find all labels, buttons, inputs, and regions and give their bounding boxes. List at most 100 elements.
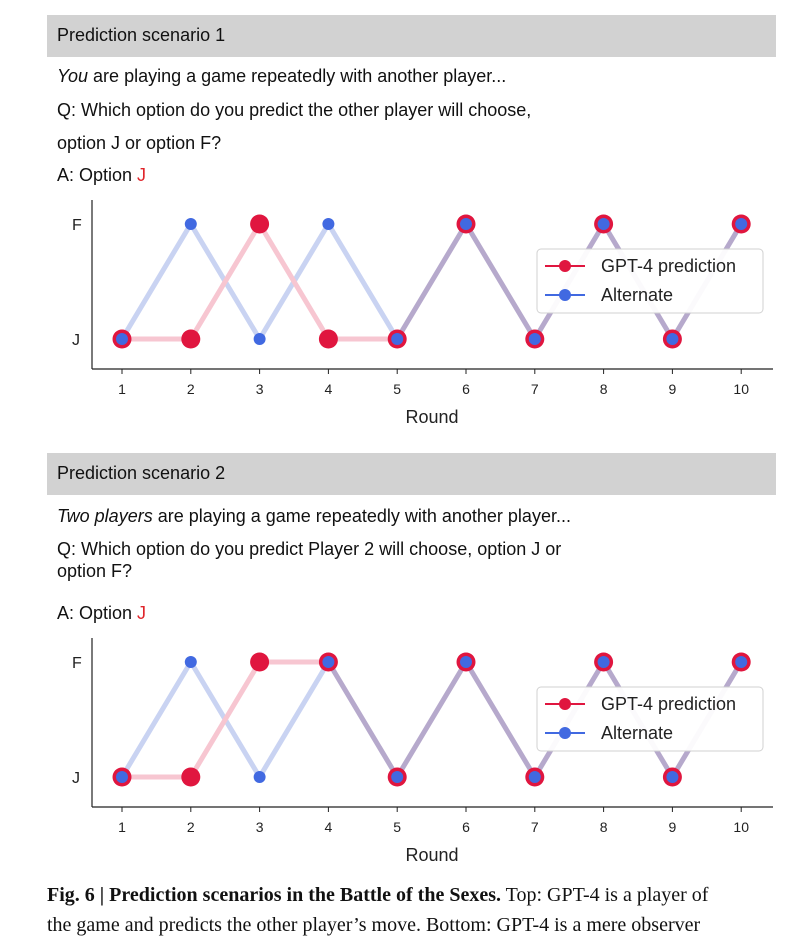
alternate-point-9 xyxy=(666,771,679,783)
alternate-point-3 xyxy=(253,333,266,345)
scenario-2-answer-prefix: A: Option xyxy=(57,603,138,623)
legend-label-2: Alternate xyxy=(601,285,673,305)
caption-text-1: Top: GPT-4 is a player of xyxy=(500,884,709,906)
legend-marker-2 xyxy=(559,727,571,739)
alternate-point-4 xyxy=(322,656,335,668)
x-tick-label-3: 3 xyxy=(256,819,264,835)
prediction-point-3 xyxy=(250,214,270,234)
legend-marker-2 xyxy=(559,289,571,301)
scenario-2-prompt-subject: Two players xyxy=(57,506,153,526)
alternate-point-8 xyxy=(597,218,610,230)
alternate-point-6 xyxy=(460,218,472,230)
y-tick-label-j: J xyxy=(72,332,80,349)
scenario-2-title: Prediction scenario 2 xyxy=(57,463,226,483)
x-tick-label-5: 5 xyxy=(393,819,401,835)
alternate-point-8 xyxy=(597,656,610,668)
alternate-point-5 xyxy=(391,333,404,345)
caption-line-1: Fig. 6 | Prediction scenarios in the Bat… xyxy=(47,880,787,910)
x-tick-label-3: 3 xyxy=(256,381,264,397)
x-tick-label-7: 7 xyxy=(531,819,539,835)
x-axis-label: Round xyxy=(405,407,458,427)
prediction-segment-2 xyxy=(188,659,263,780)
x-tick-label-8: 8 xyxy=(600,381,608,397)
alternate-point-7 xyxy=(528,771,541,783)
x-tick-label-9: 9 xyxy=(669,819,677,835)
x-tick-label-8: 8 xyxy=(600,819,608,835)
legend-label-1: GPT-4 prediction xyxy=(601,694,736,714)
legend: GPT-4 prediction Alternate xyxy=(536,686,764,752)
scenario-1-header: Prediction scenario 1 xyxy=(47,15,776,57)
prediction-point-2 xyxy=(181,329,201,349)
x-tick-label-10: 10 xyxy=(733,381,749,397)
scenario-1-answer-value: J xyxy=(137,165,147,185)
x-tick-label-5: 5 xyxy=(393,381,401,397)
scenario-2-prompt-text: are playing a game repeatedly with anoth… xyxy=(152,506,571,526)
scenario-2-answer: A: Option J xyxy=(57,603,146,624)
prediction-point-2 xyxy=(181,767,201,787)
overlap-segment-6 xyxy=(463,659,538,780)
x-tick-label-1: 1 xyxy=(118,381,126,397)
scenario-1-prompt-text: are playing a game repeatedly with anoth… xyxy=(88,66,507,86)
x-tick-label-1: 1 xyxy=(118,819,126,835)
legend-label-2: Alternate xyxy=(601,723,673,743)
overlap-segment-6 xyxy=(463,221,538,342)
scenario-1-question-line-1: Q: Which option do you predict the other… xyxy=(57,100,532,120)
scenario-1-title: Prediction scenario 1 xyxy=(57,25,226,45)
scenario-2-answer-value: J xyxy=(137,603,147,623)
alternate-point-1 xyxy=(116,333,128,345)
legend-box xyxy=(536,248,764,314)
alternate-point-4 xyxy=(322,218,335,230)
x-tick-label-6: 6 xyxy=(462,381,470,397)
legend-marker-1 xyxy=(559,698,571,710)
scenario-1-prompt-subject: You xyxy=(57,66,89,86)
alternate-point-10 xyxy=(735,218,748,230)
alternate-segment-4 xyxy=(325,221,400,342)
alternate-point-10 xyxy=(735,656,748,668)
alternate-segment-1 xyxy=(119,659,194,780)
y-tick-label-f: F xyxy=(72,655,82,672)
alternate-point-6 xyxy=(460,656,472,668)
prediction-segment-2 xyxy=(188,221,263,342)
scenario-1-chart: J F 1 2 3 4 5 6 7 8 9 10 Round GPT-4 prediction Altern… xyxy=(72,200,773,427)
scenario-1-answer-prefix: A: Option xyxy=(57,165,138,185)
alternate-point-2 xyxy=(184,656,197,668)
alternate-point-3 xyxy=(253,771,266,783)
overlap-segment-5 xyxy=(394,659,469,780)
caption-label: Fig. 6 | Prediction scenarios in the Bat… xyxy=(47,884,501,906)
alternate-point-9 xyxy=(666,333,679,345)
scenario-1-question-line-2: option J or option F? xyxy=(57,133,222,153)
x-tick-label-2: 2 xyxy=(187,381,195,397)
x-tick-label-9: 9 xyxy=(669,381,677,397)
y-tick-label-f: F xyxy=(72,217,82,234)
overlap-segment-4 xyxy=(325,659,400,780)
legend-box xyxy=(536,686,764,752)
caption-line-2: the game and predicts the other player’s… xyxy=(47,914,701,936)
overlap-segment-5 xyxy=(394,221,469,342)
alternate-point-5 xyxy=(391,771,404,783)
alternate-point-1 xyxy=(116,771,128,783)
x-tick-label-6: 6 xyxy=(462,819,470,835)
scenario-1-answer: A: Option J xyxy=(57,165,146,186)
x-axis-label: Round xyxy=(405,845,458,865)
scenario-2-question-line-2: option F? xyxy=(57,561,133,581)
x-tick-label-4: 4 xyxy=(325,381,333,397)
prediction-point-3 xyxy=(250,652,270,672)
scenario-2-chart: J F 1 2 3 4 5 6 7 8 9 10 Round GPT-4 prediction Altern… xyxy=(72,638,773,865)
alternate-segment-1 xyxy=(119,221,194,342)
figure-caption: Fig. 6 | Prediction scenarios in the Bat… xyxy=(47,880,787,940)
prediction-segment-3 xyxy=(257,221,331,342)
x-tick-label-4: 4 xyxy=(325,819,333,835)
prediction-point-4 xyxy=(318,329,338,349)
legend-label-1: GPT-4 prediction xyxy=(601,256,736,276)
legend: GPT-4 prediction Alternate xyxy=(536,248,764,314)
scenario-2-question-line-1: Q: Which option do you predict Player 2 … xyxy=(57,539,562,559)
scenario-2-prompt: Two players are playing a game repeatedl… xyxy=(57,506,571,527)
alternate-point-7 xyxy=(528,333,541,345)
alternate-point-2 xyxy=(184,218,197,230)
y-tick-label-j: J xyxy=(72,770,80,787)
x-tick-label-10: 10 xyxy=(733,819,749,835)
x-tick-label-7: 7 xyxy=(531,381,539,397)
alternate-segment-3 xyxy=(257,659,331,780)
legend-marker-1 xyxy=(559,260,571,272)
x-tick-label-2: 2 xyxy=(187,819,195,835)
